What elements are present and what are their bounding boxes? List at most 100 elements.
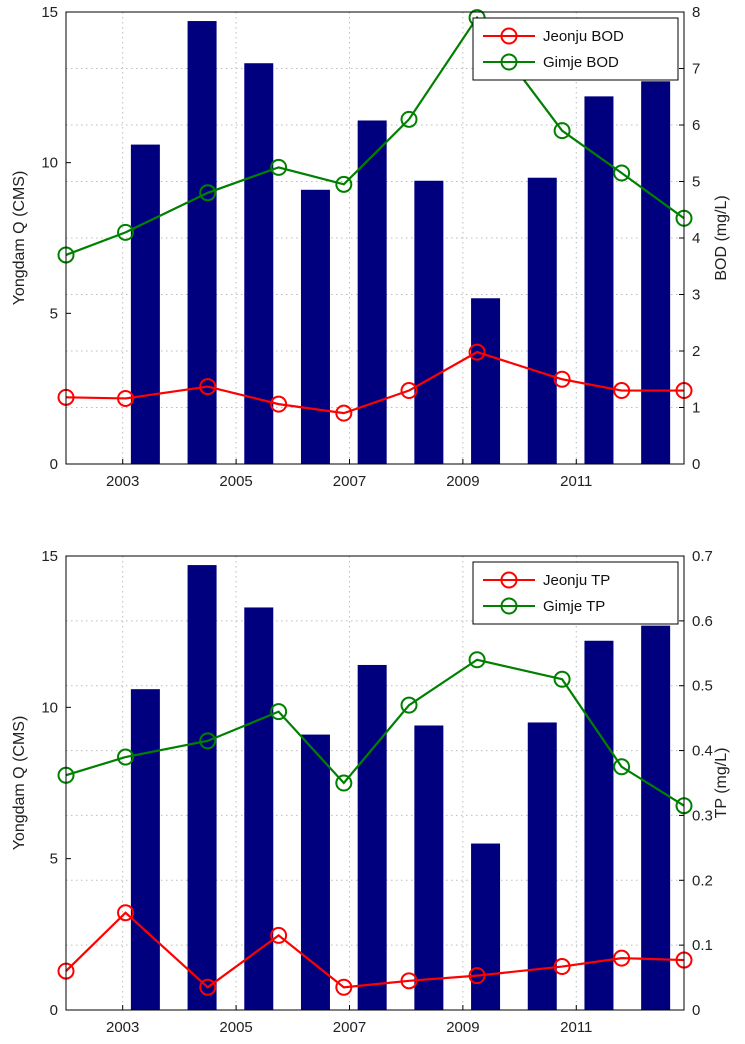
- series-marker: [468, 967, 486, 985]
- line-series-2: [57, 651, 693, 815]
- y-axis-label-left: Yongdam Q (CMS): [11, 716, 28, 851]
- tick-label-y-left: 5: [50, 305, 58, 322]
- series-marker: [117, 904, 135, 922]
- tick-label-y-right: 0: [692, 1002, 700, 1019]
- left-axis: 0 5 10 15: [41, 548, 71, 1019]
- x-axis: 2003 2005 2007 2009 2011: [106, 459, 592, 490]
- tick-label-x: 2011: [560, 473, 592, 490]
- series-marker: [613, 949, 631, 967]
- legend-marker: [500, 27, 518, 45]
- series-marker: [199, 378, 217, 396]
- series-marker: [335, 404, 353, 422]
- bar: [527, 177, 557, 464]
- tick-label-y-right: 7: [692, 61, 700, 78]
- tick-label-x: 2011: [560, 1019, 592, 1036]
- plot-frame: [65, 555, 685, 1011]
- tick-label-x: 2007: [333, 1019, 366, 1036]
- series-line: [65, 658, 685, 807]
- legend: Jeonju BOD Gimje BOD: [472, 17, 679, 81]
- tick-label-y-left: 5: [50, 851, 58, 868]
- bar: [471, 298, 501, 464]
- legend-marker: [500, 571, 518, 589]
- bar-series: [130, 21, 671, 465]
- series-marker: [270, 926, 288, 944]
- bar-series: [130, 565, 671, 1010]
- legend-label: Gimje BOD: [543, 54, 619, 71]
- bar: [414, 725, 444, 1010]
- tick-label-y-right: 8: [692, 4, 700, 21]
- tick-label-x: 2003: [106, 1019, 139, 1036]
- bar: [414, 180, 444, 464]
- series-marker: [335, 978, 353, 996]
- bar: [187, 565, 217, 1010]
- series-marker: [270, 703, 288, 721]
- bar: [244, 63, 274, 465]
- tick-label-x: 2007: [333, 473, 366, 490]
- tick-label-y-right: 0.4: [692, 743, 713, 760]
- series-line: [65, 15, 685, 256]
- series-marker: [117, 748, 135, 766]
- series-line: [65, 911, 685, 989]
- x-axis: 2003 2005 2007 2009 2011: [106, 1005, 592, 1036]
- series-marker: [199, 184, 217, 202]
- bar: [300, 189, 330, 464]
- tick-label-y-right: 6: [692, 117, 700, 134]
- bar: [641, 81, 671, 464]
- tick-label-y-left: 0: [50, 1002, 58, 1019]
- bar: [130, 144, 160, 464]
- right-axis: 0 1 2 3 4 5 6 7 8: [679, 4, 700, 473]
- left-axis: 0 5 10 15: [41, 4, 71, 473]
- series-marker: [553, 370, 571, 388]
- bar: [130, 689, 160, 1010]
- series-marker: [117, 223, 135, 241]
- tick-label-y-right: 0.5: [692, 678, 713, 695]
- y-axis-label-right: BOD (mg/L): [713, 195, 730, 280]
- series-marker: [613, 758, 631, 776]
- series-marker: [270, 158, 288, 176]
- tick-label-y-right: 2: [692, 343, 700, 360]
- bar: [471, 843, 501, 1010]
- series-marker: [553, 670, 571, 688]
- tick-label-x: 2009: [446, 1019, 479, 1036]
- tick-label-y-left: 10: [41, 699, 58, 716]
- bar: [357, 664, 387, 1010]
- series-marker: [335, 175, 353, 193]
- legend-label: Jeonju BOD: [543, 28, 624, 45]
- chart-panel-1: 0 5 10 15 0 1 2 3 4 5 6 7 8 2003 2005 2007 2009 2011 Yongd…: [11, 4, 730, 490]
- tick-label-x: 2005: [219, 1019, 252, 1036]
- tick-label-y-right: 0.7: [692, 548, 713, 565]
- series-marker: [199, 978, 217, 996]
- bar: [641, 625, 671, 1010]
- tick-label-x: 2009: [446, 473, 479, 490]
- line-series-1: [57, 343, 693, 422]
- tick-label-y-left: 0: [50, 456, 58, 473]
- bar: [300, 734, 330, 1010]
- tick-label-y-left: 15: [41, 548, 58, 565]
- series-line: [65, 350, 684, 415]
- legend-marker: [500, 597, 518, 615]
- tick-label-y-right: 5: [692, 174, 700, 191]
- series-marker: [335, 774, 353, 792]
- legend: Jeonju TP Gimje TP: [472, 561, 679, 625]
- tick-label-x: 2003: [106, 473, 139, 490]
- legend-marker: [500, 53, 518, 71]
- tick-label-y-left: 15: [41, 4, 58, 21]
- series-marker: [400, 110, 418, 128]
- tick-label-y-right: 0: [692, 456, 700, 473]
- bar: [357, 120, 387, 464]
- series-marker: [400, 382, 418, 400]
- bar: [584, 96, 614, 464]
- series-marker: [199, 732, 217, 750]
- series-marker: [117, 389, 135, 407]
- series-marker: [468, 343, 486, 361]
- legend-label: Jeonju TP: [543, 572, 610, 589]
- bar: [187, 21, 217, 464]
- series-marker: [613, 382, 631, 400]
- y-axis-label-right: TP (mg/L): [713, 748, 730, 819]
- line-series-1: [57, 904, 693, 996]
- series-marker: [270, 395, 288, 413]
- tick-label-y-right: 4: [692, 230, 700, 247]
- tick-label-y-left: 10: [41, 155, 58, 172]
- tick-label-x: 2005: [219, 473, 252, 490]
